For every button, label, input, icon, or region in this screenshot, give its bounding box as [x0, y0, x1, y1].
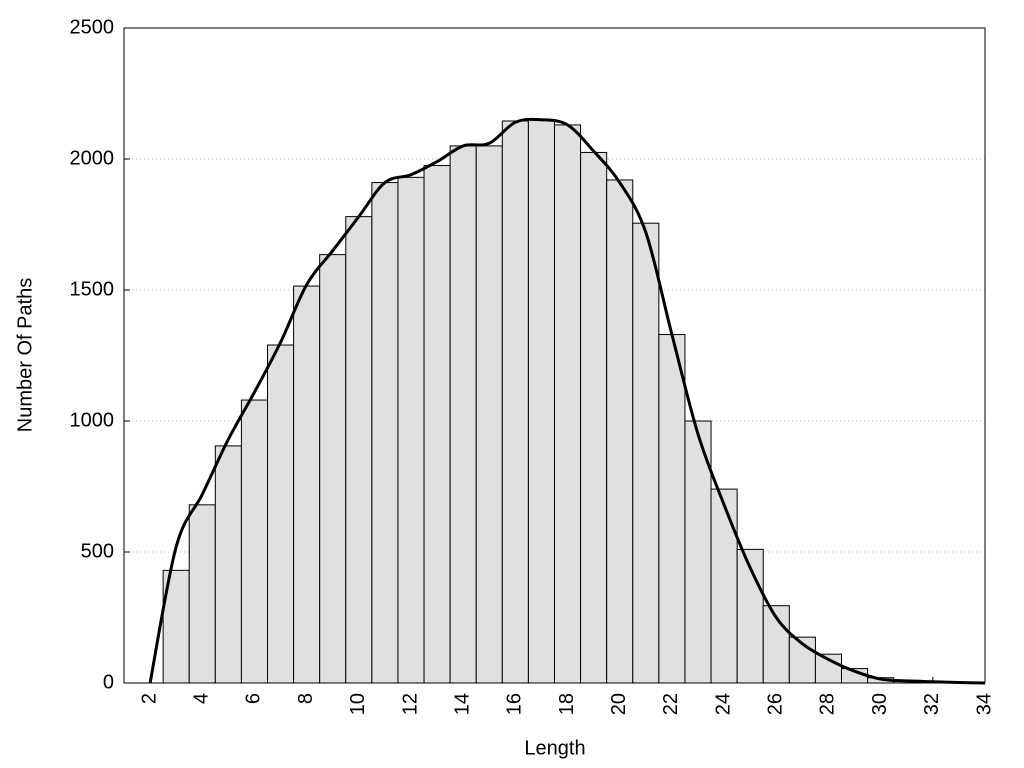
x-tick-label: 22 — [660, 693, 682, 715]
bar — [188, 504, 216, 684]
x-tick-label: 30 — [869, 693, 891, 715]
bar — [501, 120, 529, 684]
bar — [710, 488, 738, 684]
bar — [475, 145, 503, 684]
x-axis-label: Length — [524, 737, 585, 759]
bar — [214, 445, 242, 684]
x-tick-label: 12 — [399, 693, 421, 715]
bar — [371, 182, 399, 684]
bar — [632, 222, 660, 684]
x-tick-label: 20 — [608, 693, 630, 715]
bar — [580, 151, 608, 684]
x-tick-label: 16 — [504, 693, 526, 715]
x-tick-label: 24 — [712, 693, 734, 715]
x-tick-label: 14 — [451, 693, 473, 715]
bar — [293, 285, 321, 684]
bar — [527, 119, 556, 684]
plot-frame — [123, 27, 986, 684]
x-tick-label: 26 — [765, 693, 787, 715]
y-tick-label: 1500 — [70, 278, 115, 300]
bar — [684, 420, 712, 684]
bar — [658, 334, 686, 684]
y-tick-label: 1000 — [70, 409, 115, 431]
bar — [240, 399, 268, 684]
x-tick-label: 2 — [138, 693, 160, 704]
y-tick-label: 0 — [103, 671, 114, 693]
y-tick-label: 2000 — [70, 147, 115, 169]
x-tick-label: 8 — [295, 693, 317, 704]
bar — [319, 254, 347, 684]
bar — [397, 176, 425, 684]
x-tick-label: 32 — [921, 693, 943, 715]
x-tick-label: 4 — [191, 693, 213, 704]
bar — [554, 124, 582, 684]
y-axis-label: Number Of Paths — [14, 278, 36, 433]
x-tick-label: 6 — [243, 693, 265, 704]
bar — [606, 179, 634, 684]
bar — [423, 165, 451, 684]
x-tick-label: 34 — [973, 693, 995, 715]
bar — [345, 216, 373, 684]
bar — [449, 145, 477, 684]
y-tick-label: 500 — [81, 540, 114, 562]
x-tick-label: 10 — [347, 693, 369, 715]
bar — [736, 548, 764, 684]
trend-line — [148, 117, 986, 685]
bar — [267, 344, 295, 684]
x-tick-label: 18 — [556, 693, 578, 715]
x-tick-label: 28 — [817, 693, 839, 715]
y-tick-label: 2500 — [70, 16, 115, 38]
